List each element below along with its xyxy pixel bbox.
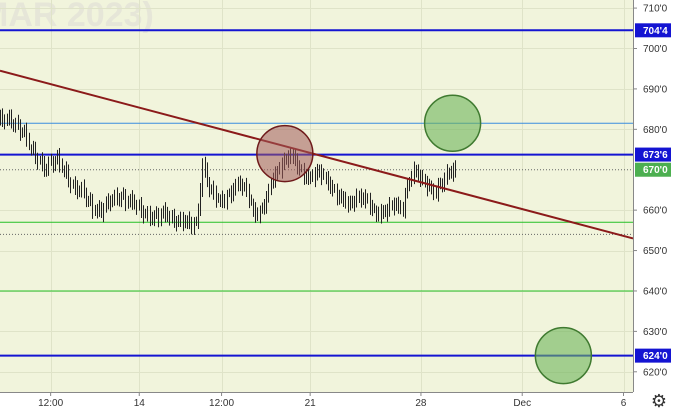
price-tag-label: 704'4 [643, 26, 668, 37]
y-tick-label: 690'0 [643, 84, 668, 95]
x-tick-label: 12:00 [209, 398, 234, 409]
y-tick-label: 640'0 [643, 286, 668, 297]
x-tick-label: 6 [621, 398, 627, 409]
y-tick-label: 630'0 [643, 327, 668, 338]
price-tag [635, 23, 671, 38]
price-tag-label: 624'0 [643, 351, 668, 362]
price-tag [635, 348, 671, 363]
gear-icon[interactable]: ⚙ [650, 391, 668, 412]
plot-background [0, 0, 633, 392]
price-tag-label: 670'0 [643, 165, 668, 176]
y-tick-label: 660'0 [643, 206, 668, 217]
circle-annotation[interactable] [423, 94, 482, 153]
x-tick-label: 28 [415, 398, 427, 409]
price-tags: 704'4 673'6 670'0 624'0 [635, 23, 671, 363]
candles [0, 108, 456, 235]
x-tick-label: 14 [134, 398, 146, 409]
y-tick-label: 710'0 [643, 4, 668, 15]
x-tick-label: 21 [305, 398, 317, 409]
y-tick-label: 680'0 [643, 125, 668, 136]
y-tick-label: 620'0 [643, 367, 668, 378]
price-tag [635, 147, 671, 162]
watermark-text: MAR 2023) [0, 0, 154, 34]
circle-annotation[interactable] [256, 124, 314, 183]
grid [0, 0, 633, 392]
y-axis-ticks[interactable]: 710'0 700'0 690'0 680'0 660'0 650'0 640'0 630'0… [633, 4, 668, 379]
circle-annotation[interactable] [534, 326, 593, 385]
price-tag [635, 162, 671, 177]
trendline-segment[interactable] [0, 69, 634, 240]
horizontal-levels [0, 29, 633, 357]
y-axis-panel [633, 0, 680, 392]
x-tick-label: 12:00 [38, 398, 63, 409]
x-tick-label: Dec [513, 398, 531, 409]
y-tick-label: 650'0 [643, 246, 668, 257]
x-axis-panel [0, 392, 680, 417]
circle-annotations [256, 94, 593, 385]
x-axis-ticks[interactable]: 12:00 14 12:00 21 28 Dec 6 [38, 392, 627, 409]
y-tick-label: 700'0 [643, 44, 668, 55]
trendline [0, 69, 634, 240]
price-tag-label: 673'6 [643, 150, 668, 161]
